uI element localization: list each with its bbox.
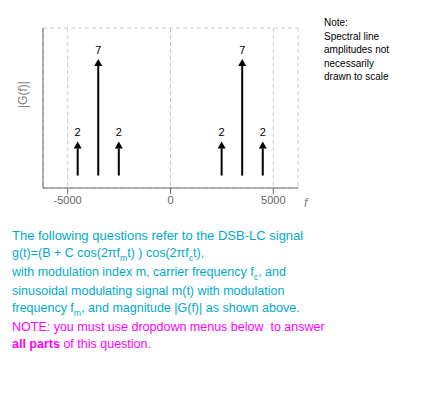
svg-text:f: f	[304, 196, 309, 210]
svg-text:2: 2	[219, 126, 225, 138]
html-text:Note: Spectral line amplitudes: Note: Spectral line amplitudes not neces…	[324, 17, 389, 82]
svg-text:0: 0	[167, 194, 173, 206]
svg-text:|G(f)|: |G(f)|	[16, 81, 30, 108]
svg-text:7: 7	[95, 44, 101, 56]
html-text:all parts of this question.: all parts of this question.	[12, 337, 151, 352]
html-text:The following questions refer: The following questions refer to the DSB…	[12, 228, 304, 243]
svg-text:-5000: -5000	[54, 194, 82, 206]
svg-text:2: 2	[75, 126, 81, 138]
html-text:sinusoidal modulating signal m: sinusoidal modulating signal m(t) with m…	[12, 284, 285, 299]
html-text:g(t)=(B + C cos(2πfmt) ) cos(2: g(t)=(B + C cos(2πfmt) ) cos(2πfct),	[12, 245, 205, 262]
html-text:with modulation index m, carri: with modulation index m, carrier frequen…	[12, 264, 286, 282]
svg-text:7: 7	[239, 44, 245, 56]
html-text:NOTE: you must use dropdown me: NOTE: you must use dropdown menus below …	[12, 320, 325, 335]
svg-text:2: 2	[116, 126, 122, 138]
svg-text:2: 2	[260, 126, 266, 138]
svg-text:5000: 5000	[261, 194, 285, 206]
html-text:frequency fm, and magnitude |G: frequency fm, and magnitude |G(f)| as sh…	[12, 301, 300, 318]
